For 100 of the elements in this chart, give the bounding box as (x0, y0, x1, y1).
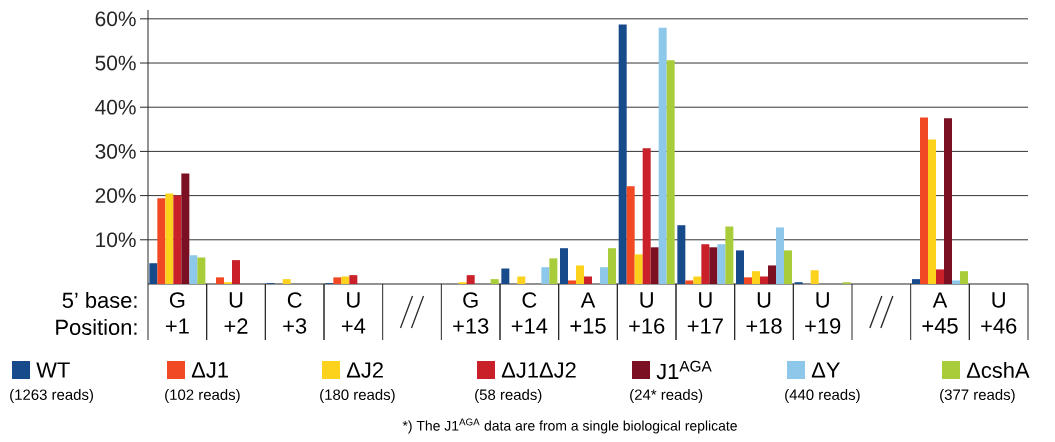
bar (701, 244, 710, 284)
legend-label: J1$^{AGA}$ (656, 360, 712, 380)
bar (658, 27, 667, 284)
bar (349, 275, 358, 284)
text: (1263 reads) (10, 389, 93, 403)
y-tick-label: 60% (95, 11, 136, 27)
x-tick-label: +14 (511, 318, 548, 334)
x-tick-label: +1 (165, 318, 189, 334)
legend-label: ΔcshA (966, 361, 1030, 379)
bar (173, 195, 182, 284)
legend-label: ΔJ2 (346, 362, 383, 378)
bar (810, 270, 819, 284)
bar (912, 279, 921, 284)
text: (24* reads) (630, 389, 703, 403)
text: U (757, 292, 771, 308)
x-tick-label: +15 (570, 318, 606, 334)
text: G (463, 292, 478, 308)
text: C (522, 292, 537, 308)
bar (760, 276, 769, 284)
x-tick-label: +16 (629, 318, 665, 334)
bar (490, 279, 499, 284)
bar (501, 268, 510, 284)
y-tick-label: 20% (95, 188, 136, 203)
bar (752, 271, 761, 284)
bar (685, 280, 694, 284)
x-tick-label: +45 (922, 318, 958, 334)
bar (725, 226, 734, 284)
bar (341, 276, 350, 284)
bar (541, 267, 550, 284)
bar (618, 24, 627, 284)
text: U (347, 292, 360, 308)
x-tick-label: +4 (341, 318, 366, 334)
text: U (816, 292, 829, 308)
y-tick-label: 30% (95, 144, 136, 159)
x-tick-label: +19 (805, 318, 841, 334)
bar (952, 280, 961, 284)
bar (642, 148, 651, 284)
bar (768, 265, 777, 284)
y-tick-label: 40% (95, 99, 136, 115)
text: (377 reads) (940, 389, 1015, 403)
bar (666, 60, 675, 284)
text: U (992, 292, 1005, 308)
bar (736, 250, 745, 284)
bar (944, 118, 953, 284)
text: A (932, 292, 948, 308)
bar (584, 276, 593, 284)
bar (197, 257, 206, 284)
text: Position: (56, 318, 137, 336)
text: U (229, 292, 243, 308)
bar (600, 267, 609, 284)
bar (165, 193, 174, 284)
bar (776, 227, 785, 284)
bar (568, 280, 577, 284)
bar (634, 254, 643, 284)
bar (517, 276, 526, 284)
bar (549, 258, 558, 284)
text: G (169, 292, 185, 308)
bar (466, 275, 475, 284)
text: (180 reads) (320, 389, 395, 403)
y-tick-label: 10% (96, 232, 136, 248)
text: (440 reads) (785, 389, 860, 403)
bar (232, 260, 241, 284)
bar (576, 265, 585, 284)
text: *) The J1$^{AGA}$ data are from a single biological replicate (402, 418, 737, 434)
x-tick-label: +18 (746, 318, 782, 334)
text: U (699, 292, 712, 308)
bar (744, 277, 753, 284)
legend-label: WT (36, 362, 70, 378)
bar (608, 248, 617, 284)
bar (693, 276, 702, 284)
bar (928, 139, 937, 284)
bar (650, 247, 659, 284)
bar (936, 269, 945, 284)
bar (709, 247, 718, 284)
x-tick-label: +3 (283, 318, 307, 334)
text: U (640, 292, 653, 308)
bar (181, 173, 190, 284)
bar (149, 263, 158, 284)
bar (960, 271, 969, 284)
bar (560, 248, 569, 284)
x-tick-label: +17 (687, 318, 723, 334)
y-tick-label: 50% (95, 55, 136, 71)
bar (333, 277, 342, 284)
legend-label: ΔY (811, 362, 840, 378)
bar (157, 198, 166, 284)
text: A (580, 292, 596, 308)
x-tick-label: +2 (224, 318, 248, 334)
text: (102 reads) (165, 389, 240, 403)
x-tick-label: +13 (453, 318, 489, 334)
bar (677, 225, 686, 284)
bar (920, 117, 929, 284)
text: 5’ base: (62, 291, 137, 309)
bar (282, 279, 291, 284)
text: C (287, 292, 302, 308)
bar (216, 277, 225, 284)
text: (58 reads) (475, 389, 542, 403)
x-tick-label: +46 (981, 318, 1017, 334)
legend-label: ΔJ1ΔJ2 (501, 362, 576, 378)
bar (784, 250, 793, 284)
bar (189, 255, 198, 284)
